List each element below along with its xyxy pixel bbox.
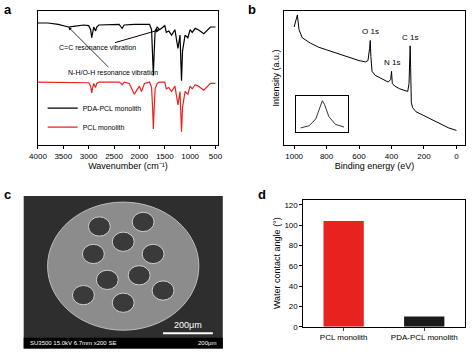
svg-text:1000: 1000	[181, 152, 199, 161]
svg-text:PCL monolith: PCL monolith	[320, 333, 368, 342]
svg-text:600: 600	[352, 152, 366, 161]
svg-text:d: d	[258, 187, 266, 202]
svg-text:60: 60	[289, 262, 298, 271]
svg-text:40: 40	[289, 282, 298, 291]
svg-text:400: 400	[385, 152, 399, 161]
svg-text:1000: 1000	[285, 152, 303, 161]
svg-text:20: 20	[289, 302, 298, 311]
svg-text:3000: 3000	[80, 152, 98, 161]
svg-text:3500: 3500	[54, 152, 72, 161]
svg-text:0: 0	[293, 323, 298, 332]
svg-text:200μm: 200μm	[198, 340, 216, 346]
svg-text:C=C resonance vibration: C=C resonance vibration	[59, 44, 136, 51]
svg-text:0: 0	[454, 152, 459, 161]
svg-text:c: c	[4, 187, 11, 202]
svg-text:PDA-PCL monolith: PDA-PCL monolith	[391, 333, 458, 342]
svg-text:Binding energy (eV): Binding energy (eV)	[335, 161, 415, 171]
svg-text:120: 120	[284, 201, 298, 210]
svg-text:200: 200	[417, 152, 431, 161]
svg-text:Wavenumber (cm⁻¹): Wavenumber (cm⁻¹)	[88, 161, 168, 171]
svg-text:2000: 2000	[131, 152, 149, 161]
svg-text:Water contact angle (°): Water contact angle (°)	[272, 217, 282, 309]
svg-text:100: 100	[284, 221, 298, 230]
svg-text:SU3500 15.0kV 6.7mm x200 SE: SU3500 15.0kV 6.7mm x200 SE	[30, 340, 116, 346]
svg-text:N 1s: N 1s	[384, 58, 400, 67]
svg-text:PDA-PCL monolith: PDA-PCL monolith	[83, 105, 142, 112]
svg-text:a: a	[4, 2, 12, 17]
svg-text:200μm: 200μm	[174, 320, 202, 330]
svg-text:C 1s: C 1s	[402, 33, 418, 42]
svg-text:1500: 1500	[156, 152, 174, 161]
svg-text:N-H/O-H resonance vibration: N-H/O-H resonance vibration	[68, 69, 158, 76]
svg-text:O 1s: O 1s	[362, 27, 379, 36]
svg-text:Intensity (a.u.): Intensity (a.u.)	[271, 50, 281, 107]
svg-text:b: b	[248, 2, 256, 17]
svg-text:800: 800	[320, 152, 334, 161]
svg-text:4000: 4000	[29, 152, 47, 161]
svg-text:500: 500	[209, 152, 223, 161]
svg-text:PCL monolith: PCL monolith	[83, 124, 125, 131]
svg-text:80: 80	[289, 241, 298, 250]
svg-text:2500: 2500	[105, 152, 123, 161]
